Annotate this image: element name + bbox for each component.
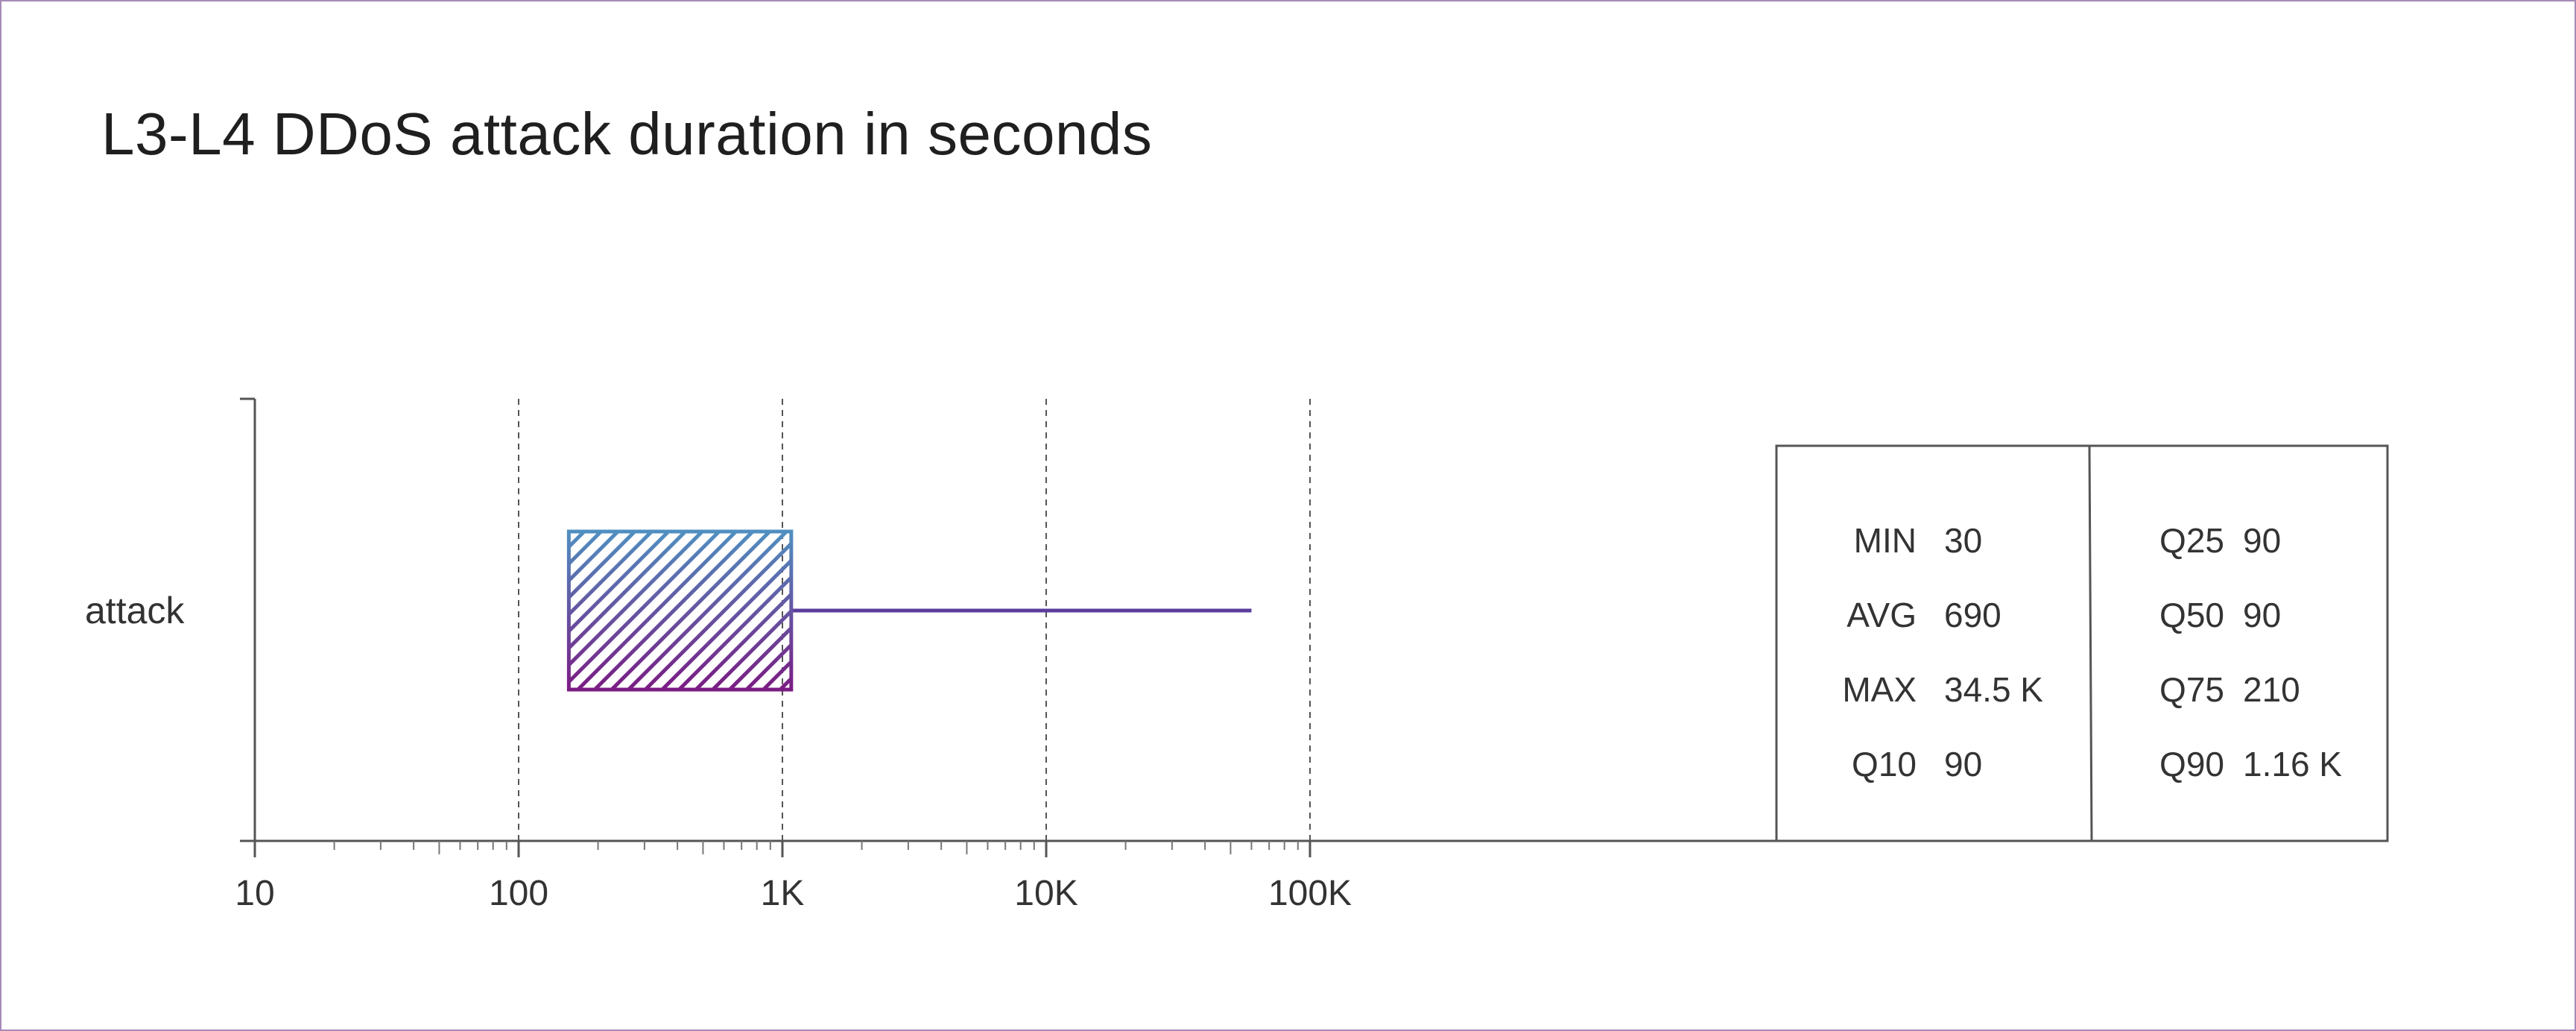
x-tick-label: 10K <box>1014 874 1077 913</box>
stat-label: Q75 <box>2159 670 2224 709</box>
x-tick-label: 100 <box>489 874 548 913</box>
stat-label: Q90 <box>2159 745 2224 784</box>
stat-value: 34.5 K <box>1944 670 2043 709</box>
stat-value: 210 <box>2243 670 2300 709</box>
category-label: attack <box>85 590 185 631</box>
stats-box <box>1775 444 2389 842</box>
chart-title: L3-L4 DDoS attack duration in seconds <box>101 101 1153 167</box>
stat-value: 1.16 K <box>2243 745 2342 784</box>
stat-label: MIN <box>1854 521 1917 560</box>
stat-label: MAX <box>1842 670 1917 709</box>
box-outline <box>566 529 794 692</box>
box-hatch-fill <box>569 532 791 690</box>
x-tick-label: 100K <box>1268 874 1352 913</box>
stat-label: Q50 <box>2159 596 2224 634</box>
stat-value: 690 <box>1944 596 2001 634</box>
x-tick-label: 10 <box>235 874 274 913</box>
stat-label: Q10 <box>1852 745 1917 784</box>
stat-label: AVG <box>1846 596 1917 634</box>
stat-value: 90 <box>2243 596 2281 634</box>
stats-divider <box>2088 445 2093 842</box>
stat-value: 30 <box>1944 521 1982 560</box>
stat-label: Q25 <box>2159 521 2224 560</box>
x-tick-label: 1K <box>761 874 805 913</box>
stat-value: 90 <box>1944 745 1982 784</box>
stat-value: 90 <box>2243 521 2281 560</box>
